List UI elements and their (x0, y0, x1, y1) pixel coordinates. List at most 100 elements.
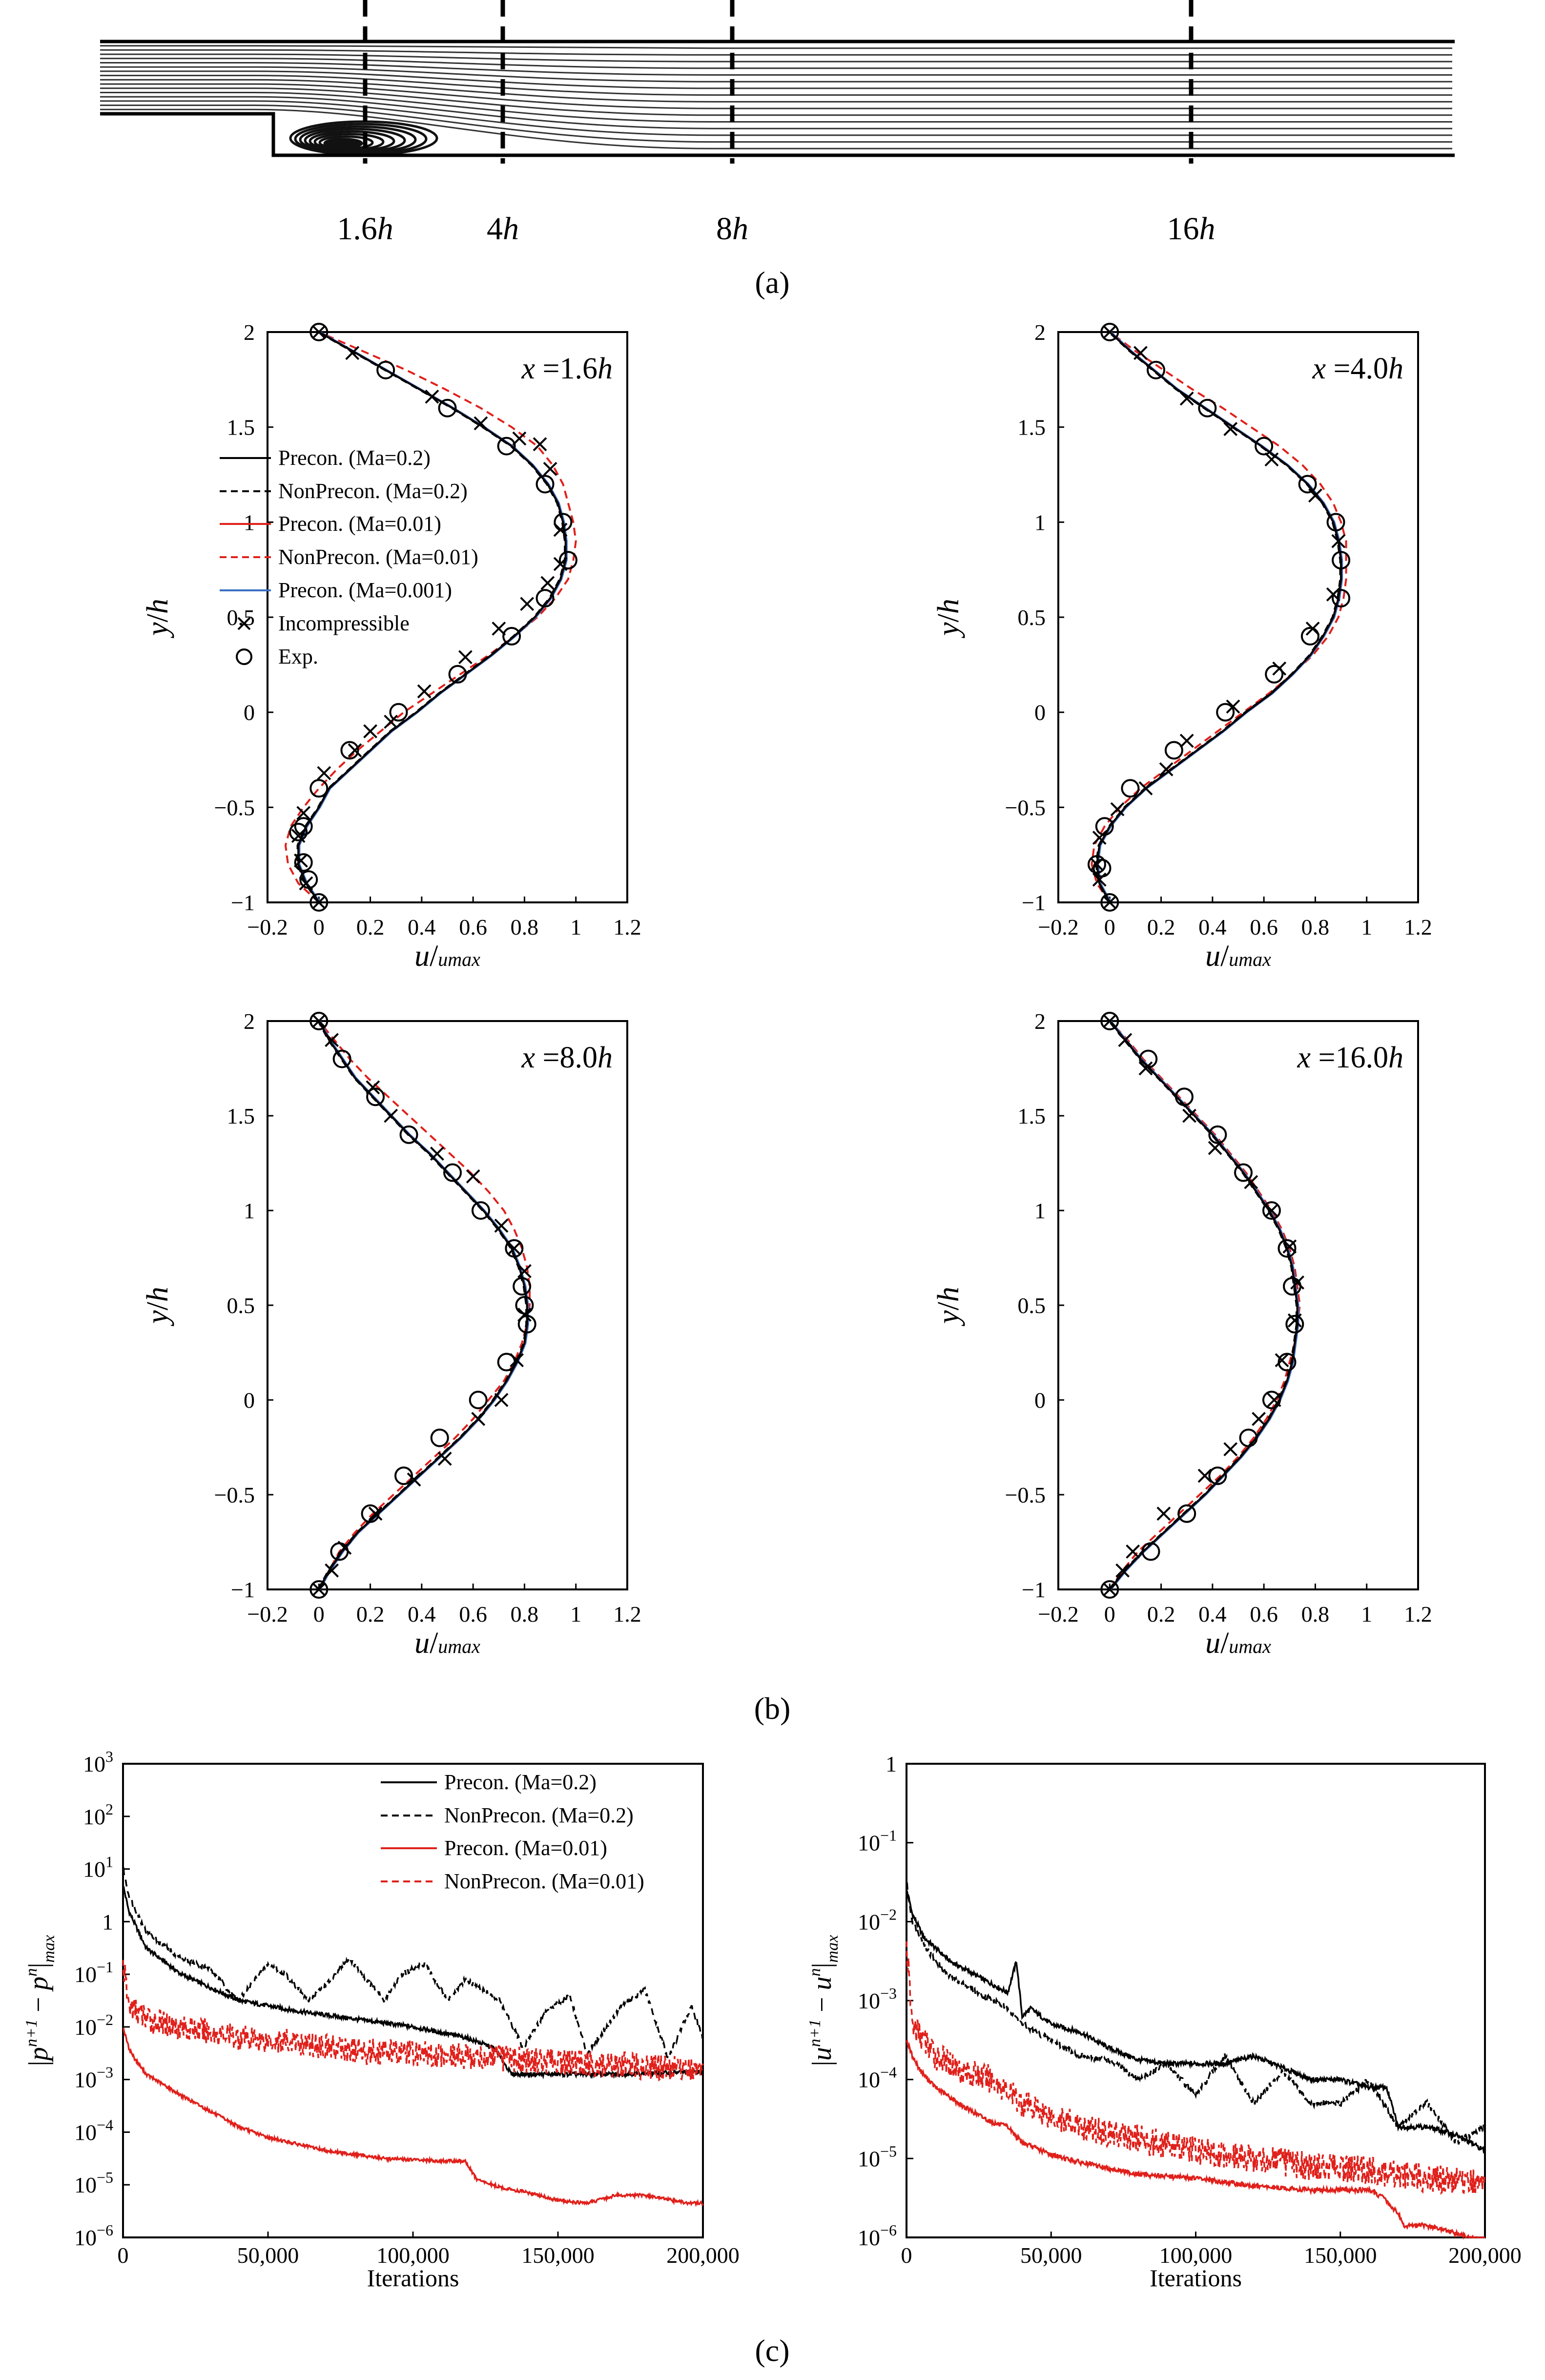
y-tick-label: −1 (1022, 1577, 1046, 1602)
station-label: 16h (1167, 211, 1215, 247)
y-axis-label: y/h (932, 599, 965, 639)
y-tick-label: −0.5 (214, 795, 255, 820)
exp-point (1326, 513, 1345, 532)
station-label: 8h (716, 211, 748, 247)
y-tick-label: −1 (1022, 890, 1046, 915)
y-tick-label: 0.5 (1018, 1293, 1046, 1318)
station-label: 4h (487, 211, 519, 247)
legend-label: NonPrecon. (Ma=0.2) (444, 1803, 634, 1827)
streamline (100, 58, 1452, 69)
exp-point (332, 1049, 351, 1068)
y-tick-label: 10−1 (858, 1827, 897, 1856)
y-tick-label: 10−3 (74, 2064, 113, 2092)
exp-point (1147, 360, 1166, 379)
series-precon-ma001 (123, 2027, 704, 2207)
series-nonprecon-ma001 (284, 331, 577, 903)
incompressible-point (540, 576, 555, 590)
exp-point (376, 360, 395, 379)
y-tick-label: 0.5 (1018, 605, 1046, 630)
exp-point (438, 398, 457, 418)
incompressible-point (325, 1563, 339, 1578)
y-tick-label: 1 (244, 510, 255, 535)
incompressible-point (363, 724, 377, 739)
x-tick-label: 0.2 (356, 915, 385, 939)
x-tick-label: 200,000 (1448, 2243, 1522, 2268)
recirculation-bubble (323, 138, 363, 149)
x-tick-label: 0.2 (356, 1602, 385, 1627)
incompressible-point (299, 876, 313, 891)
y-tick-label: 10−5 (74, 2169, 113, 2197)
legend-label: Precon. (Ma=0.2) (444, 1770, 597, 1794)
exp-point (554, 513, 573, 532)
incompressible-point (1090, 857, 1104, 872)
y-tick-label: 0 (1034, 1388, 1046, 1413)
series-precon-ma02 (122, 1885, 704, 2080)
legend-label: Precon. (Ma=0.01) (444, 1836, 607, 1860)
exp-point (1100, 323, 1119, 341)
y-tick-label: 1 (244, 1198, 255, 1223)
incompressible-point (1156, 1506, 1171, 1521)
exp-point (294, 853, 313, 872)
y-axis-label: |un+1 − un|max (806, 1935, 842, 2067)
streamline-panel: 1.6h 4h 8h 16h (100, 0, 1455, 247)
incompressible-point (1290, 1275, 1304, 1290)
legend-marker-cross (237, 617, 251, 630)
incompressible-point (512, 431, 527, 446)
x-tick-label: 1 (570, 1602, 581, 1627)
streamline (100, 66, 1452, 83)
incompressible-point (520, 597, 535, 611)
exp-point (1332, 551, 1351, 570)
incompressible-point (1275, 1353, 1289, 1367)
exp-point (1100, 1012, 1119, 1030)
y-tick-label: 0 (1034, 700, 1046, 725)
exp-point (517, 1315, 536, 1334)
y-tick-label: 1.5 (227, 1104, 255, 1128)
legend-label: NonPrecon. (Ma=0.2) (278, 479, 468, 503)
exp-point (1100, 1580, 1119, 1599)
incompressible-point (1223, 1442, 1238, 1457)
exp-point (394, 1466, 413, 1485)
x-axis-label: u/umax (1205, 939, 1271, 973)
y-tick-label: −0.5 (1005, 1482, 1046, 1507)
x-tick-label: 0.4 (1198, 915, 1227, 939)
exp-point (1208, 1125, 1227, 1144)
y-tick-label: 103 (83, 1748, 113, 1776)
x-tick-label: 0 (1104, 915, 1115, 939)
profile-plot-1-6h: −0.2 0 0.2 0.4 0.6 0.8 1 1.2−1−0.500.511.52u/um… (141, 320, 641, 973)
exp-point (340, 741, 359, 760)
incompressible-point (1226, 699, 1240, 714)
incompressible-point (1118, 1033, 1133, 1047)
series-precon-ma02 (318, 1021, 528, 1590)
y-tick-label: 1 (102, 1909, 113, 1934)
y-tick-label: 1 (1034, 510, 1046, 535)
y-tick-label: 10−4 (858, 2064, 897, 2092)
incompressible-point (1126, 1544, 1140, 1559)
exp-point (536, 475, 555, 494)
profile-station-title: x =1.6h (521, 352, 613, 385)
streamline (100, 75, 1452, 96)
incompressible-point (430, 1147, 444, 1161)
incompressible-point (1102, 325, 1117, 339)
exp-point (1285, 1315, 1304, 1334)
streamline (100, 70, 1452, 89)
exp-point (294, 817, 313, 836)
x-tick-label: 0.2 (1147, 915, 1175, 939)
incompressible-point (1159, 762, 1174, 776)
incompressible-point (345, 346, 360, 360)
profile-plot-8-0h: −0.2 0 0.2 0.4 0.6 0.8 1 1.2 −1 −0.5 0 0.5 1 1.5 2 u/um… (141, 1009, 641, 1660)
x-tick-label: 0 (313, 915, 325, 939)
incompressible-point (311, 325, 326, 339)
y-tick-label: 2 (1034, 320, 1046, 345)
exp-point (471, 1201, 490, 1220)
convergence-plot-pressure: 0 50,000 100,000 150,000 200,000 10−6 10−5 10−4… (22, 1748, 740, 2292)
exp-point (309, 893, 329, 912)
legend-marker-circle (236, 648, 252, 665)
x-tick-label: 150,000 (521, 2243, 595, 2268)
exp-point (309, 323, 329, 341)
exp-point (389, 703, 408, 722)
exp-point (366, 1087, 385, 1106)
exp-point (502, 626, 521, 646)
incompressible-point (311, 1014, 326, 1028)
x-tick-label: 1.2 (613, 915, 641, 939)
x-axis-label: u/umax (414, 1627, 480, 1660)
